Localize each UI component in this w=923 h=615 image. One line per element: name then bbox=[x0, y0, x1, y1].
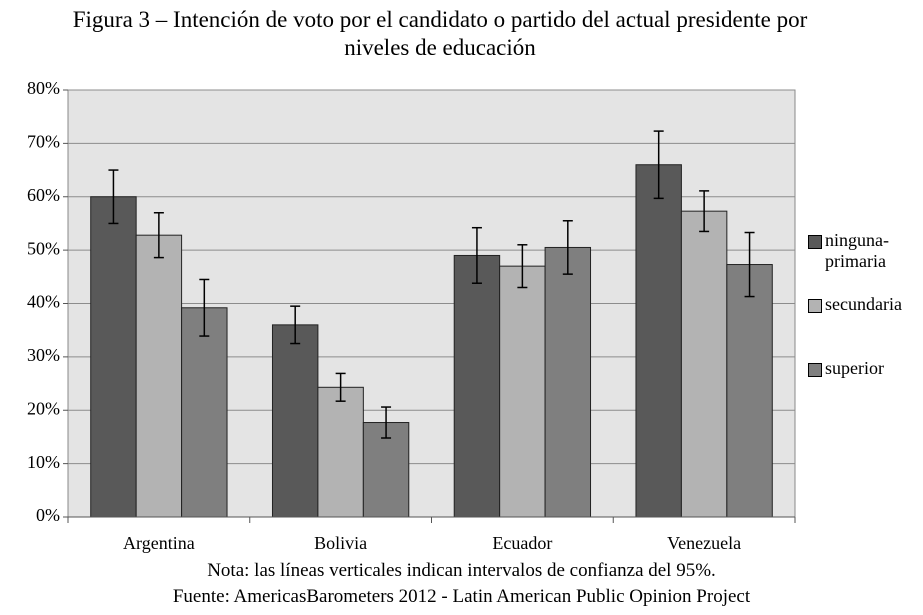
y-tick-label: 20% bbox=[27, 398, 60, 418]
bar bbox=[181, 307, 228, 518]
bar bbox=[635, 164, 682, 518]
y-tick-label: 0% bbox=[36, 505, 60, 525]
x-tick-label: Bolivia bbox=[314, 533, 367, 553]
y-tick-label: 80% bbox=[27, 78, 60, 98]
source: Fuente: AmericasBarometers 2012 - Latin … bbox=[172, 586, 751, 607]
bar bbox=[135, 234, 183, 518]
chart-title: Figura 3 – Intención de voto por el cand… bbox=[72, 7, 808, 60]
bar bbox=[499, 265, 546, 518]
legend-swatch bbox=[808, 235, 822, 249]
bar bbox=[317, 386, 364, 518]
legend-item: secundaria bbox=[808, 294, 920, 315]
bar bbox=[453, 254, 501, 518]
y-tick-label: 60% bbox=[27, 185, 60, 205]
legend-label: ninguna-primaria bbox=[825, 230, 889, 271]
y-tick-label: 40% bbox=[27, 292, 60, 312]
y-tick-label: 10% bbox=[27, 452, 60, 472]
legend-label: superior bbox=[825, 358, 884, 378]
bar bbox=[680, 210, 728, 518]
x-tick-label: Argentina bbox=[123, 533, 195, 553]
legend-swatch bbox=[808, 299, 822, 313]
x-tick-label: Ecuador bbox=[492, 533, 552, 553]
note: Nota: las líneas verticales indican inte… bbox=[207, 560, 716, 581]
bar bbox=[726, 264, 773, 518]
legend-item: ninguna-primaria bbox=[808, 230, 920, 272]
bar bbox=[544, 246, 592, 518]
bar bbox=[271, 324, 319, 518]
x-tick-label: Venezuela bbox=[667, 533, 741, 553]
bar bbox=[90, 196, 137, 518]
y-tick-label: 30% bbox=[27, 345, 60, 365]
legend-swatch bbox=[808, 363, 822, 377]
y-tick-label: 50% bbox=[27, 238, 60, 258]
legend-item: superior bbox=[808, 358, 920, 379]
legend-label: secundaria bbox=[825, 294, 902, 314]
y-tick-label: 70% bbox=[27, 132, 60, 152]
